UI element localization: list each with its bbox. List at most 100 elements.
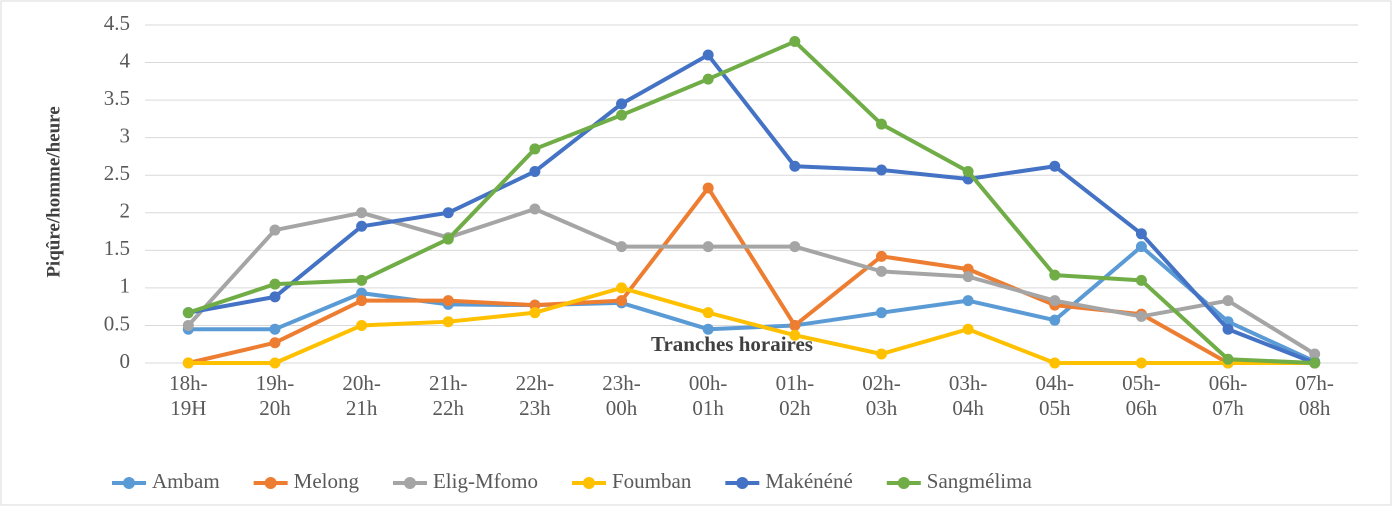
legend-marker <box>736 477 749 489</box>
data-point <box>875 307 887 319</box>
data-point <box>616 109 628 121</box>
data-point <box>1222 295 1234 307</box>
data-point <box>1135 241 1147 253</box>
data-point <box>529 165 541 177</box>
x-tick-line: 05h- <box>1122 371 1161 395</box>
legend-item: Ambam <box>112 469 220 493</box>
legend-label: Makénéné <box>765 469 852 493</box>
x-tick-line: 02h- <box>862 371 901 395</box>
data-point <box>1049 269 1061 281</box>
x-tick-line: 03h <box>866 396 898 420</box>
x-tick-line: 01h- <box>776 371 815 395</box>
y-tick-label: 3.5 <box>104 86 130 110</box>
data-point <box>962 323 974 335</box>
legend-label: Foumban <box>612 469 692 493</box>
data-point <box>1049 314 1061 326</box>
data-point <box>356 274 368 286</box>
data-point <box>1309 357 1321 369</box>
data-point <box>269 224 281 236</box>
x-tick-line: 07h <box>1212 396 1244 420</box>
x-tick-line: 21h- <box>429 371 468 395</box>
data-point <box>1135 274 1147 286</box>
x-tick-label: 05h-06h <box>1122 371 1161 420</box>
x-tick-line: 19h- <box>256 371 295 395</box>
x-tick-label: 03h-04h <box>949 371 988 420</box>
x-tick-label: 01h-02h <box>776 371 815 420</box>
x-tick-line: 18h- <box>169 371 208 395</box>
x-tick-line: 23h <box>519 396 551 420</box>
data-point <box>875 265 887 277</box>
x-tick-line: 06h- <box>1209 371 1248 395</box>
data-point <box>529 307 541 319</box>
x-tick-label: 06h-07h <box>1209 371 1248 420</box>
legend-marker <box>403 477 416 489</box>
legend-marker <box>582 477 595 489</box>
legend-item: Foumban <box>571 469 692 493</box>
x-tick-line: 00h- <box>689 371 728 395</box>
data-point <box>962 165 974 177</box>
x-tick-line: 08h <box>1299 396 1331 420</box>
data-point <box>1309 348 1321 360</box>
data-point <box>356 207 368 219</box>
data-point <box>1049 357 1061 369</box>
data-point <box>789 241 801 253</box>
x-tick-line: 07h- <box>1295 371 1334 395</box>
data-point <box>962 295 974 307</box>
x-tick-label: 18h-19H <box>169 371 208 420</box>
data-point <box>702 307 714 319</box>
x-tick-label: 21h-22h <box>429 371 468 420</box>
data-point <box>702 73 714 85</box>
legend-item: Elig-Mfomo <box>392 469 538 493</box>
y-tick-label: 2 <box>120 199 131 223</box>
y-tick-label: 1.5 <box>104 236 130 260</box>
data-point <box>702 241 714 253</box>
data-point <box>875 164 887 176</box>
x-tick-line: 06h <box>1126 396 1158 420</box>
data-point <box>616 295 628 307</box>
series-line <box>187 39 1315 365</box>
x-tick-line: 22h <box>433 396 465 420</box>
x-tick-label: 22h-23h <box>516 371 555 420</box>
x-tick-line: 20h- <box>342 371 381 395</box>
x-tick-line: 23h- <box>602 371 641 395</box>
data-point <box>269 337 281 349</box>
x-tick-line: 03h- <box>949 371 988 395</box>
y-tick-label: 2.5 <box>104 161 130 185</box>
data-point <box>1049 295 1061 307</box>
x-tick-line: 00h <box>606 396 638 420</box>
x-tick-label: 23h-00h <box>602 371 641 420</box>
data-point <box>442 316 454 328</box>
y-tick-label: 4 <box>120 48 131 72</box>
x-tick-line: 20h <box>259 396 291 420</box>
data-point <box>182 307 194 319</box>
data-point <box>356 295 368 307</box>
legend-marker <box>264 477 277 489</box>
data-point <box>1135 310 1147 322</box>
x-tick-label: 00h-01h <box>689 371 728 420</box>
y-tick-label: 3 <box>120 123 131 147</box>
y-tick-label: 1 <box>120 274 131 298</box>
legend-label: Sangmélima <box>927 469 1033 493</box>
series-line <box>188 285 1315 365</box>
data-point <box>702 182 714 194</box>
data-point <box>616 241 628 253</box>
series-line <box>188 244 1316 364</box>
data-point <box>616 282 628 294</box>
x-tick-label: 19h-20h <box>256 371 295 420</box>
data-point <box>616 98 628 110</box>
series-line <box>187 53 1316 365</box>
data-point <box>1135 228 1147 240</box>
data-point <box>962 271 974 283</box>
data-point <box>442 295 454 307</box>
data-point <box>789 160 801 172</box>
data-point <box>529 143 541 155</box>
x-tick-line: 22h- <box>516 371 555 395</box>
x-axis-title: Tranches horaires <box>651 332 813 356</box>
x-tick-line: 05h <box>1039 396 1071 420</box>
data-point <box>875 118 887 130</box>
legend-label: Ambam <box>152 469 220 493</box>
legend-marker <box>123 477 135 489</box>
x-tick-line: 04h- <box>1036 371 1075 395</box>
